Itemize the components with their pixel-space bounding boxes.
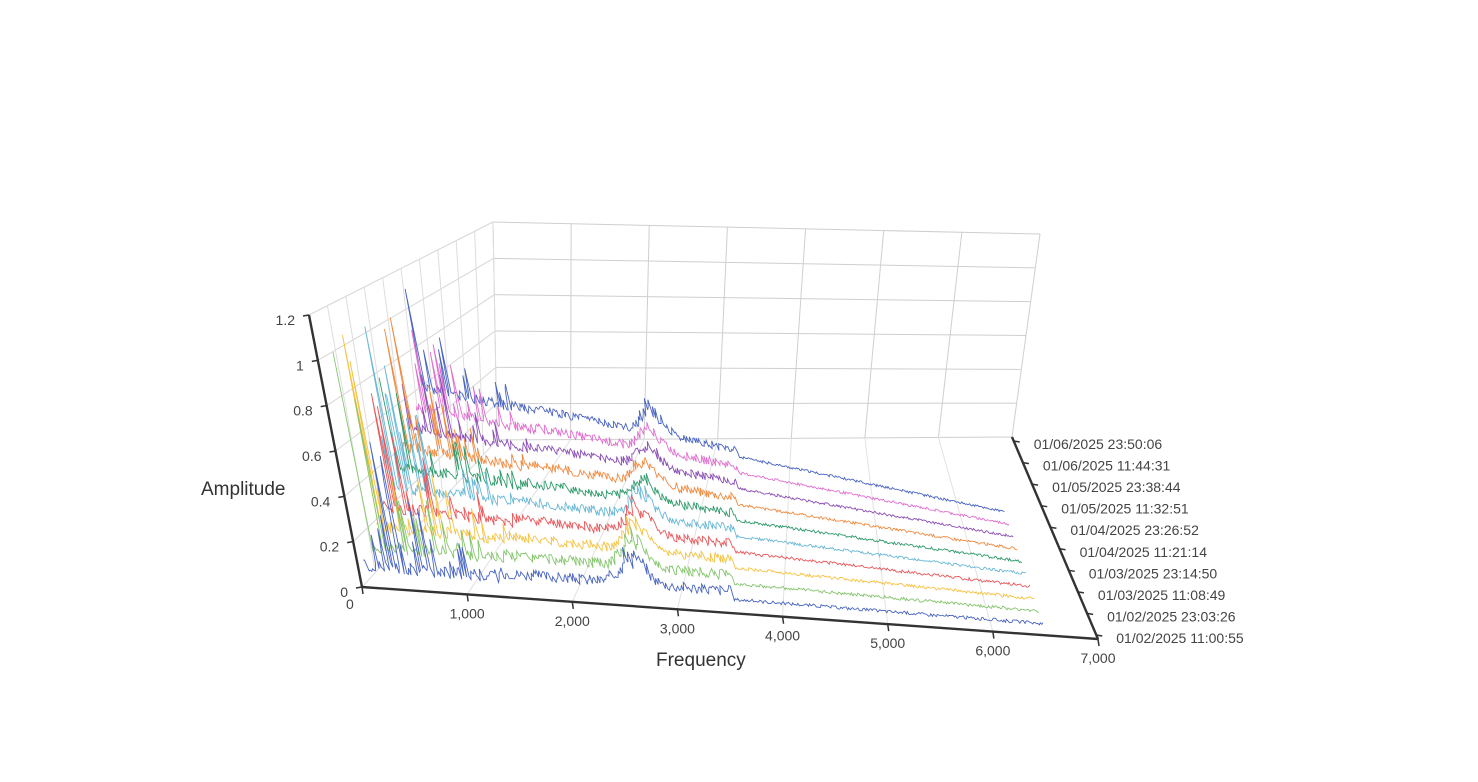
depth-tick (1031, 483, 1039, 486)
grid-line-back-horizontal (494, 294, 1031, 303)
series-line (370, 393, 1031, 588)
amplitude-tick (311, 359, 318, 363)
depth-tick (1068, 569, 1075, 573)
grid-line-floor (571, 438, 645, 603)
depth-tick (1096, 634, 1103, 637)
depth-tick-label: 01/05/2025 23:38:44 (1052, 479, 1181, 495)
grid-line-side-vertical (455, 240, 471, 470)
frequency-tick (676, 609, 680, 617)
depth-tick-label: 01/05/2025 11:32:51 (1061, 501, 1189, 517)
depth-tick-label: 01/03/2025 23:14:50 (1089, 565, 1218, 581)
grid-line-side-vertical (418, 259, 444, 499)
frequency-tick-label: 2,000 (555, 613, 590, 629)
frequency-tick (886, 624, 890, 632)
amplitude-tick (347, 540, 354, 544)
grid-line-back-horizontal (493, 257, 1036, 269)
frequency-tick (992, 631, 995, 639)
frequency-tick (571, 601, 575, 609)
depth-tick-label: 01/02/2025 11:00:55 (1116, 630, 1244, 646)
depth-tick (1086, 612, 1094, 616)
frequency-tick-label: 7,000 (1080, 650, 1115, 666)
depth-tick-label: 01/06/2025 23:50:06 (1034, 436, 1163, 452)
series-line (404, 288, 1005, 513)
grid-line-floor (864, 437, 889, 625)
depth-tick (1013, 440, 1020, 443)
depth-tick (1022, 461, 1030, 465)
depth-tick-label: 01/02/2025 23:03:26 (1107, 608, 1236, 624)
grid-line-side-vertical (474, 231, 484, 455)
z-axis-title: Amplitude (201, 479, 286, 500)
amplitude-tick-label: 0 (340, 584, 348, 600)
depth-tick-label: 01/04/2025 23:26:52 (1070, 522, 1199, 538)
axes (302, 314, 1103, 647)
depth-tick-label: 01/04/2025 11:21:14 (1080, 544, 1208, 560)
grid-line-floor (937, 437, 994, 632)
grid-line-back-horizontal (494, 330, 1027, 336)
frequency-axis-line (361, 585, 1099, 641)
frequency-tick (781, 616, 785, 624)
amplitude-tick-label: 0.2 (320, 539, 340, 555)
frequency-tick-label: 0 (346, 596, 354, 612)
amplitude-tick (320, 404, 327, 408)
series-line (363, 441, 1044, 626)
series-line (332, 352, 1040, 613)
amplitude-tick (329, 450, 336, 453)
amplitude-tick-label: 1.2 (276, 312, 296, 328)
amplitude-tick-label: 0.6 (302, 448, 322, 464)
amplitude-tick (338, 495, 345, 499)
depth-tick (1059, 548, 1066, 551)
depth-tick-label: 01/06/2025 11:44:31 (1043, 458, 1171, 474)
grid (308, 221, 1099, 640)
amplitude-tick (302, 314, 310, 317)
grid-line-back-horizontal (496, 436, 1013, 441)
amplitude-tick (355, 586, 363, 589)
x-axis-title: Frequency (656, 650, 746, 671)
depth-axis-line (1010, 436, 1100, 640)
frequency-tick (361, 586, 364, 595)
grid-line-side-vertical (326, 305, 376, 573)
grid-line-back-horizontal (492, 221, 1041, 235)
frequency-tick-label: 3,000 (660, 620, 695, 636)
frequency-tick-label: 1,000 (450, 605, 485, 621)
frequency-tick (466, 594, 469, 602)
series-line (401, 375, 1014, 538)
grid-line-back-horizontal (495, 366, 1022, 370)
series-lines (332, 288, 1044, 626)
frequency-tick-label: 5,000 (870, 635, 905, 651)
frequency-tick-label: 4,000 (765, 628, 800, 644)
series-line (411, 329, 1010, 526)
series-line (378, 377, 1023, 564)
amplitude-tick-label: 0.4 (311, 493, 331, 509)
grid-line-back-horizontal (496, 402, 1017, 405)
frequency-tick-label: 6,000 (975, 643, 1010, 659)
depth-tick (1050, 526, 1057, 529)
depth-tick-label: 01/03/2025 11:08:49 (1098, 587, 1226, 603)
series-line (384, 317, 1018, 551)
amplitude-tick-label: 1 (296, 357, 304, 373)
series-line (364, 326, 1026, 575)
depth-tick (1041, 504, 1048, 508)
frequency-tick (1097, 638, 1100, 647)
depth-tick (1077, 591, 1085, 594)
series-line (341, 334, 1035, 600)
amplitude-tick-label: 0.8 (293, 403, 313, 419)
